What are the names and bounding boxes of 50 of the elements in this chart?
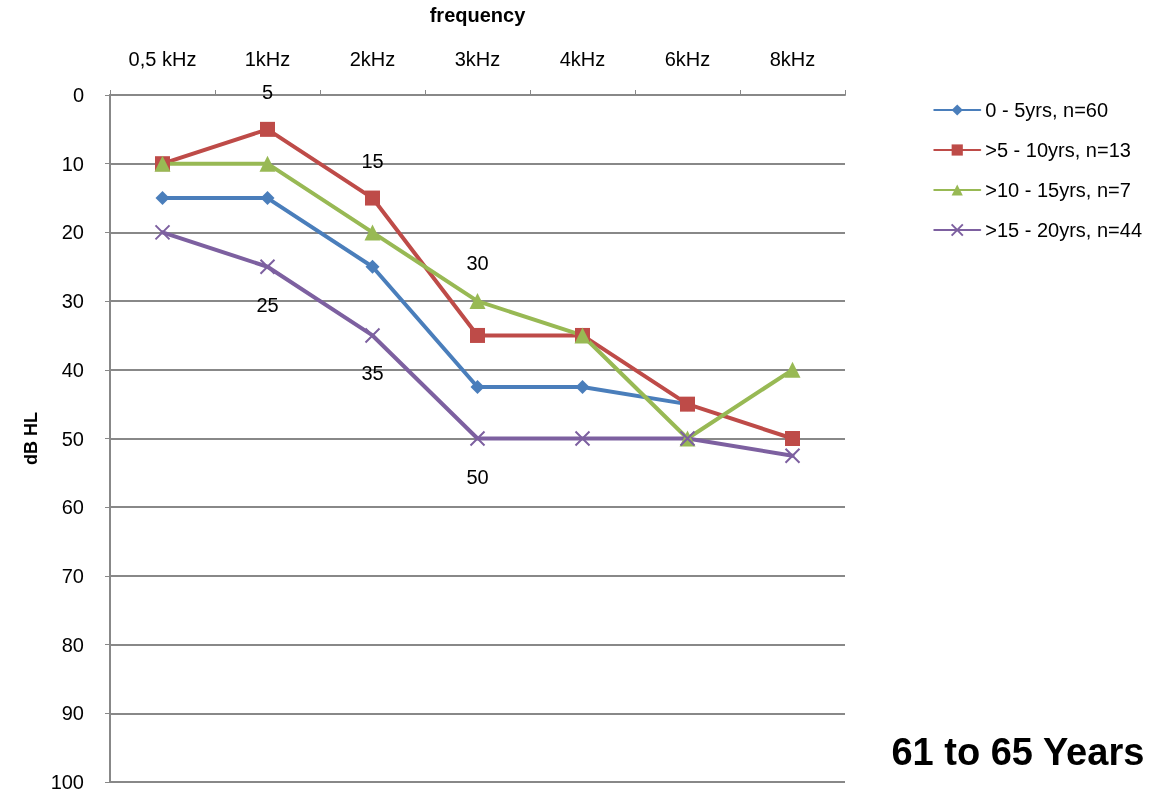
y-tick-label: 60	[61, 496, 84, 519]
point	[470, 327, 485, 343]
data-label: 35	[361, 362, 384, 385]
point	[470, 379, 485, 394]
legend-label: >10 - 15yrs, n=7	[985, 179, 1131, 201]
x-tick-label: 1kHz	[244, 48, 291, 70]
y-tick-label: 20	[61, 221, 84, 244]
point	[469, 293, 486, 310]
point	[364, 224, 381, 241]
y-tick-label: 40	[61, 358, 84, 381]
x-tick-label: 6kHz	[664, 48, 711, 70]
y-tick-label: 10	[61, 152, 84, 175]
point	[784, 361, 801, 378]
point	[469, 430, 486, 447]
x-tick-label: 4kHz	[559, 48, 606, 70]
legend-label: >5 - 10yrs, n=13	[985, 139, 1131, 161]
y-tick-label: 90	[61, 702, 84, 725]
point	[365, 259, 380, 274]
data-label: 50	[466, 465, 489, 488]
point	[259, 155, 276, 172]
point	[155, 191, 170, 206]
legend-label: >15 - 20yrs, n=44	[985, 219, 1143, 241]
point	[154, 224, 171, 241]
y-tick-label: 100	[50, 771, 84, 793]
data-label: 25	[256, 293, 279, 316]
y-tick-label: 0	[72, 84, 84, 106]
y-tick-label: 80	[61, 633, 84, 656]
point	[364, 327, 381, 344]
point	[260, 191, 275, 206]
point	[260, 121, 275, 137]
x-tick-label: 2kHz	[349, 48, 396, 70]
y-axis-title: dB HL	[20, 412, 41, 465]
x-tick-label: 3kHz	[454, 48, 501, 70]
y-tick-label: 70	[61, 564, 84, 587]
point	[785, 431, 800, 446]
point	[784, 447, 801, 464]
x-tick-label: 0,5 kHz	[128, 48, 197, 70]
legend-label: 0 - 5yrs, n=60	[985, 99, 1109, 121]
data-label: 15	[361, 149, 384, 172]
point	[575, 379, 590, 394]
x-axis-title: frequency	[429, 4, 527, 26]
point	[259, 258, 276, 275]
data-label: 30	[466, 252, 489, 275]
y-tick-label: 50	[61, 427, 84, 450]
x-tick-label: 8kHz	[769, 48, 816, 70]
point	[574, 430, 591, 447]
text: 61 to 65 Years	[891, 731, 1145, 773]
data-label: 5	[261, 80, 274, 103]
point	[365, 190, 380, 206]
y-tick-label: 30	[61, 290, 84, 313]
